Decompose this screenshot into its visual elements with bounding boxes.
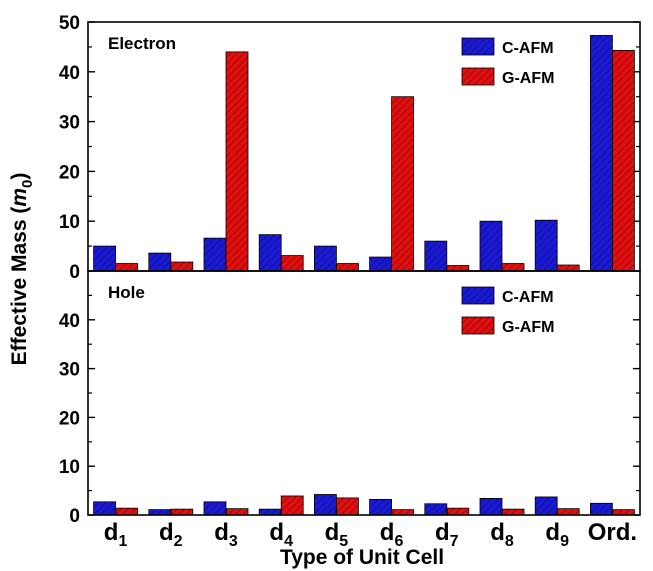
bar-hole-g-afm-9 [556, 508, 580, 516]
bar-hole-c-afm-10 [590, 502, 613, 516]
y-tick-label: 0 [69, 262, 80, 283]
bar-electron-c-afm-4 [258, 234, 282, 272]
bar-hole-c-afm-9 [534, 496, 558, 516]
bar-hole-g-afm-6 [391, 509, 415, 516]
legend-swatch-g-afm [461, 67, 495, 86]
bar-electron-c-afm-6 [369, 256, 393, 272]
bar-hole-c-afm-1 [93, 501, 116, 516]
panels-layer: 0 10 20 30 40 50 Electron C-AFM G-AFM 0 10 20 30 40 Ho… [59, 13, 641, 550]
bar-electron-g-afm-6 [391, 96, 415, 272]
bar-electron-c-afm-7 [424, 240, 448, 272]
bar-electron-c-afm-1 [93, 245, 116, 272]
y-axis-title: Effective Mass (m0) [8, 173, 36, 366]
bar-electron-g-afm-8 [501, 263, 525, 272]
x-tick-label: d4 [269, 519, 293, 550]
x-tick-label: d8 [490, 519, 514, 550]
legend-hole: C-AFM G-AFM [461, 286, 554, 336]
legend-swatch-g-afm [461, 316, 495, 335]
bar-electron-g-afm-5 [335, 263, 359, 272]
bar-hole-c-afm-7 [424, 503, 448, 516]
y-tick-label: 10 [59, 457, 80, 478]
x-tick-label: d2 [159, 519, 183, 550]
bar-electron-c-afm-5 [313, 245, 337, 272]
y-tick-label: 50 [59, 13, 80, 34]
x-axis-title: Type of Unit Cell [280, 546, 444, 569]
y-tick-label: 40 [59, 63, 80, 84]
bar-hole-c-afm-2 [148, 509, 172, 516]
y-tick-label: 40 [59, 311, 80, 332]
bar-hole-g-afm-7 [446, 507, 470, 516]
y-tick-label: 30 [59, 113, 80, 134]
legend-label-g-afm: G-AFM [502, 319, 554, 336]
y-tick-label: 30 [59, 360, 80, 381]
bar-electron-g-afm-7 [446, 265, 470, 272]
bar-electron-c-afm-10 [590, 35, 613, 272]
legend-label-c-afm: C-AFM [502, 40, 554, 57]
x-tick-label: d5 [325, 519, 349, 550]
bar-hole-g-afm-10 [612, 509, 635, 516]
bar-hole-g-afm-4 [280, 495, 304, 516]
bar-hole-c-afm-8 [479, 498, 503, 516]
bar-hole-g-afm-8 [501, 508, 525, 516]
bar-electron-c-afm-3 [203, 237, 227, 272]
panel-label-hole: Hole [108, 283, 145, 302]
bar-electron-g-afm-2 [170, 261, 194, 272]
bar-hole-c-afm-5 [313, 494, 337, 516]
bar-electron-g-afm-10 [612, 49, 635, 272]
legend-swatch-c-afm [461, 37, 495, 56]
legend-label-c-afm: C-AFM [502, 289, 554, 306]
bar-hole-c-afm-6 [369, 498, 393, 516]
panel-label-electron: Electron [108, 34, 176, 53]
x-tick-label: d9 [545, 519, 569, 550]
x-tick-label: d7 [435, 519, 459, 550]
bar-hole-g-afm-2 [170, 508, 194, 516]
panel-hole: 0 10 20 30 40 Hole C-AFM G-AFM [59, 270, 641, 527]
bar-electron-g-afm-9 [556, 264, 580, 272]
y-tick-label: 0 [69, 506, 80, 527]
bar-electron-g-afm-4 [280, 255, 304, 272]
legend-label-g-afm: G-AFM [502, 70, 554, 87]
bar-hole-c-afm-3 [203, 501, 227, 516]
bar-hole-g-afm-1 [115, 507, 138, 516]
bar-electron-c-afm-8 [479, 220, 503, 272]
x-tick-label: d6 [380, 519, 404, 550]
y-tick-label: 20 [59, 408, 80, 429]
legend-swatch-c-afm [461, 286, 495, 305]
bar-hole-g-afm-3 [225, 508, 249, 516]
panel-electron: 0 10 20 30 40 50 Electron C-AFM G-AFM [59, 13, 641, 283]
panel-frame-hole [87, 270, 641, 516]
bar-electron-g-afm-3 [225, 51, 249, 272]
legend-electron: C-AFM G-AFM [461, 37, 554, 87]
y-tick-label: 20 [59, 162, 80, 183]
bar-hole-c-afm-4 [258, 508, 282, 516]
bar-hole-g-afm-5 [335, 497, 359, 516]
y-tick-label: 10 [59, 212, 80, 233]
bar-electron-c-afm-2 [148, 252, 172, 272]
bar-electron-c-afm-9 [534, 219, 558, 272]
x-tick-label: d3 [214, 519, 238, 550]
bar-electron-g-afm-1 [115, 263, 138, 272]
x-tick-label: d1 [104, 519, 128, 550]
x-tick-label: Ord. [588, 519, 637, 546]
